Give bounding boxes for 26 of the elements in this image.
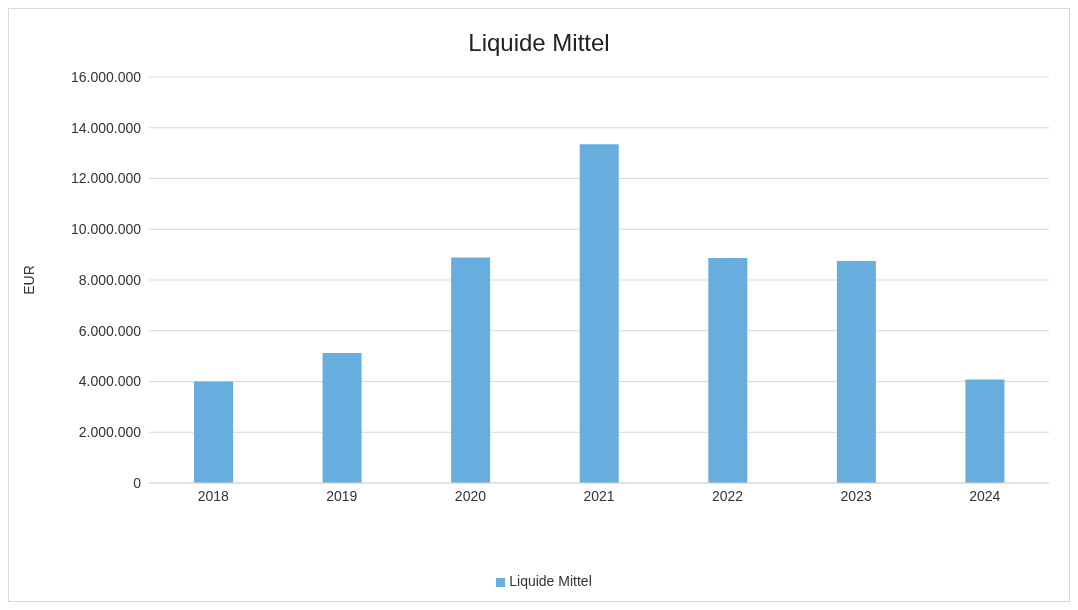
y-tick-label: 0 <box>133 474 142 491</box>
x-tick-label: 2020 <box>454 487 487 504</box>
bar <box>836 260 876 483</box>
x-tick-label: 2019 <box>326 487 358 504</box>
y-tick-label: 14.000.000 <box>70 119 142 136</box>
y-tick-label: 4.000.000 <box>78 373 142 390</box>
y-tick-label: 2.000.000 <box>78 424 142 441</box>
x-tick-label: 2024 <box>969 487 1001 504</box>
y-tick-label: 16.000.000 <box>70 68 142 85</box>
bar <box>322 353 362 483</box>
y-tick-label: 12.000.000 <box>70 170 142 187</box>
chart-title: Liquide Mittel <box>467 28 611 58</box>
y-tick-label: 10.000.000 <box>70 221 142 238</box>
bar <box>451 257 491 483</box>
y-tick-label: 8.000.000 <box>78 271 142 288</box>
y-tick-label: 6.000.000 <box>78 322 142 339</box>
bar <box>965 379 1005 483</box>
x-tick-label: 2022 <box>711 487 744 504</box>
x-tick-label: 2018 <box>197 487 230 504</box>
bar <box>194 381 233 483</box>
x-tick-label: 2021 <box>583 487 615 504</box>
x-tick-label: 2023 <box>840 487 872 504</box>
bar <box>579 144 619 483</box>
bar <box>708 257 748 483</box>
legend-label: Liquide Mittel <box>509 573 592 589</box>
y-axis-title: EUR <box>20 265 37 295</box>
